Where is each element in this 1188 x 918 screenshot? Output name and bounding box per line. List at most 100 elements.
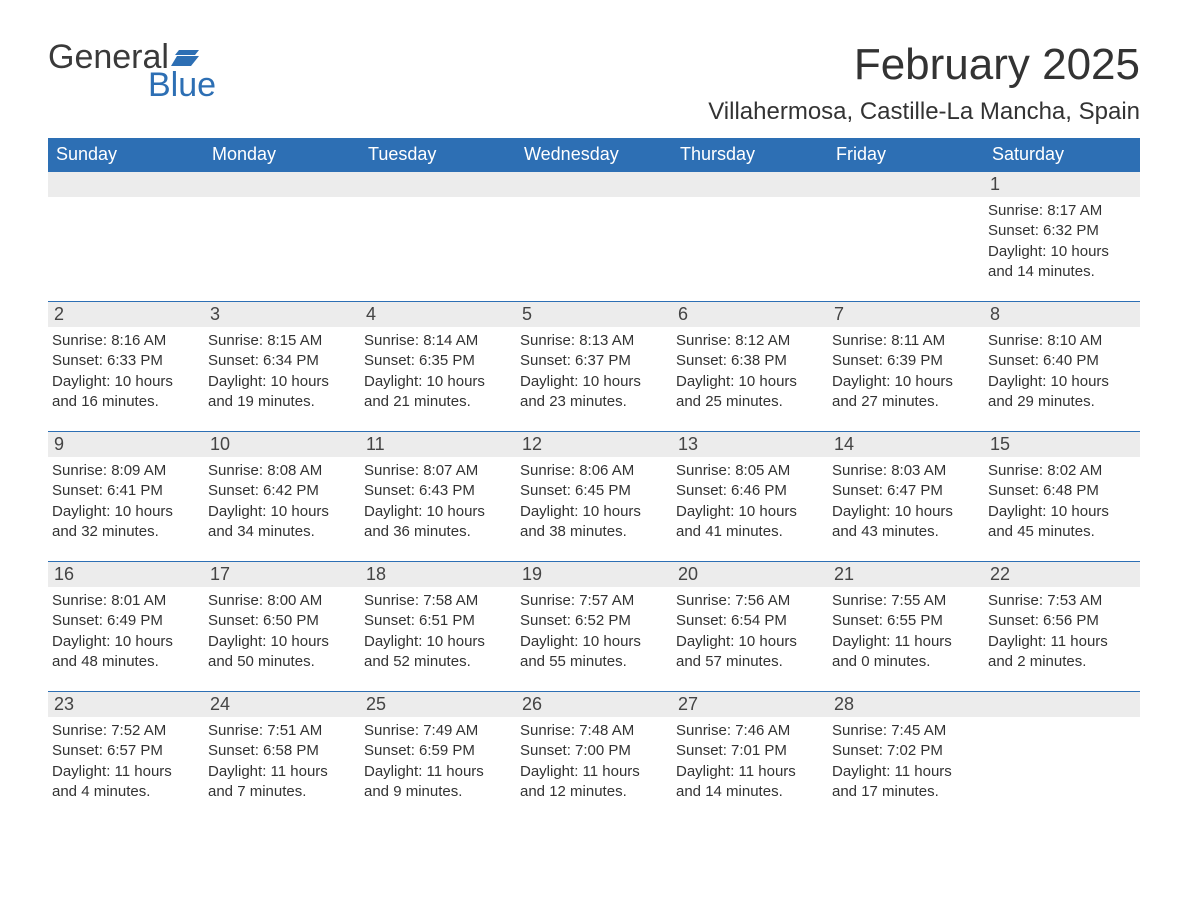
sunrise-text: Sunrise: 8:03 AM	[832, 461, 978, 481]
daylight-text: Daylight: 10 hours	[832, 372, 978, 392]
day-details: Sunrise: 7:52 AMSunset: 6:57 PMDaylight:…	[48, 717, 204, 802]
daylight-text: and 32 minutes.	[52, 522, 198, 542]
calendar-cell	[204, 172, 360, 302]
calendar-cell: 2Sunrise: 8:16 AMSunset: 6:33 PMDaylight…	[48, 302, 204, 432]
daylight-text: and 36 minutes.	[364, 522, 510, 542]
sunset-text: Sunset: 6:55 PM	[832, 611, 978, 631]
sunset-text: Sunset: 6:35 PM	[364, 351, 510, 371]
calendar-cell: 27Sunrise: 7:46 AMSunset: 7:01 PMDayligh…	[672, 692, 828, 822]
sunset-text: Sunset: 6:52 PM	[520, 611, 666, 631]
weekday-header: Wednesday	[516, 138, 672, 172]
day-number: 8	[984, 302, 1140, 327]
day-details: Sunrise: 8:13 AMSunset: 6:37 PMDaylight:…	[516, 327, 672, 412]
day-details: Sunrise: 7:53 AMSunset: 6:56 PMDaylight:…	[984, 587, 1140, 672]
calendar-cell: 28 Sunrise: 7:45 AMSunset: 7:02 PMDayligh…	[828, 692, 984, 822]
calendar-week-row: 23Sunrise: 7:52 AMSunset: 6:57 PMDayligh…	[48, 692, 1140, 822]
sunrise-text: Sunrise: 7:51 AM	[208, 721, 354, 741]
sunset-text: Sunset: 7:00 PM	[520, 741, 666, 761]
daylight-text: Daylight: 11 hours	[832, 762, 978, 782]
day-details: Sunrise: 7:49 AMSunset: 6:59 PMDaylight:…	[360, 717, 516, 802]
daylight-text: and 43 minutes.	[832, 522, 978, 542]
weekday-header: Friday	[828, 138, 984, 172]
day-number: 25	[360, 692, 516, 717]
sunset-text: Sunset: 6:39 PM	[832, 351, 978, 371]
day-number: 5	[516, 302, 672, 327]
calendar-cell: 23Sunrise: 7:52 AMSunset: 6:57 PMDayligh…	[48, 692, 204, 822]
day-details: Sunrise: 7:51 AMSunset: 6:58 PMDaylight:…	[204, 717, 360, 802]
sunset-text: Sunset: 6:45 PM	[520, 481, 666, 501]
daylight-text: and 41 minutes.	[676, 522, 822, 542]
calendar-cell: 18Sunrise: 7:58 AMSunset: 6:51 PMDayligh…	[360, 562, 516, 692]
daylight-text: and 57 minutes.	[676, 652, 822, 672]
sunrise-text: Sunrise: 7:56 AM	[676, 591, 822, 611]
sunrise-text: Sunrise: 8:16 AM	[52, 331, 198, 351]
calendar-week-row: 2Sunrise: 8:16 AMSunset: 6:33 PMDaylight…	[48, 302, 1140, 432]
sunset-text: Sunset: 6:40 PM	[988, 351, 1134, 371]
sunset-text: Sunset: 6:41 PM	[52, 481, 198, 501]
daylight-text: and 17 minutes.	[832, 782, 978, 802]
day-details: Sunrise: 7:46 AMSunset: 7:01 PMDaylight:…	[672, 717, 828, 802]
sunrise-text: Sunrise: 7:52 AM	[52, 721, 198, 741]
sunrise-text: Sunrise: 8:14 AM	[364, 331, 510, 351]
daylight-text: Daylight: 10 hours	[364, 632, 510, 652]
daylight-text: and 34 minutes.	[208, 522, 354, 542]
sunrise-text: Sunrise: 7:55 AM	[832, 591, 978, 611]
daylight-text: Daylight: 10 hours	[676, 372, 822, 392]
daylight-text: Daylight: 10 hours	[364, 372, 510, 392]
day-number: 9	[48, 432, 204, 457]
day-number	[828, 172, 984, 197]
day-number: 24	[204, 692, 360, 717]
daylight-text: and 55 minutes.	[520, 652, 666, 672]
day-number: 16	[48, 562, 204, 587]
day-number: 28	[828, 692, 984, 717]
day-number: 4	[360, 302, 516, 327]
daylight-text: Daylight: 10 hours	[208, 632, 354, 652]
calendar-cell: 19 Sunrise: 7:57 AMSunset: 6:52 PMDayligh…	[516, 562, 672, 692]
sunrise-text: Sunrise: 8:17 AM	[988, 201, 1134, 221]
sunrise-text: Sunrise: 7:46 AM	[676, 721, 822, 741]
calendar-cell: 12Sunrise: 8:06 AMSunset: 6:45 PMDayligh…	[516, 432, 672, 562]
day-number	[516, 172, 672, 197]
sunrise-text: Sunrise: 8:15 AM	[208, 331, 354, 351]
sunrise-text: Sunrise: 7:58 AM	[364, 591, 510, 611]
daylight-text: Daylight: 10 hours	[520, 632, 666, 652]
sunrise-text: Sunrise: 8:12 AM	[676, 331, 822, 351]
day-number: 27	[672, 692, 828, 717]
day-details: Sunrise: 8:02 AMSunset: 6:48 PMDaylight:…	[984, 457, 1140, 542]
sunset-text: Sunset: 6:50 PM	[208, 611, 354, 631]
day-number	[672, 172, 828, 197]
sunset-text: Sunset: 6:57 PM	[52, 741, 198, 761]
day-number	[984, 692, 1140, 717]
daylight-text: and 48 minutes.	[52, 652, 198, 672]
calendar-cell	[984, 692, 1140, 822]
weekday-header: Tuesday	[360, 138, 516, 172]
sunset-text: Sunset: 7:02 PM	[832, 741, 978, 761]
day-details: Sunrise: 8:00 AMSunset: 6:50 PMDaylight:…	[204, 587, 360, 672]
day-number: 19	[516, 562, 672, 587]
calendar-cell: 22Sunrise: 7:53 AMSunset: 6:56 PMDayligh…	[984, 562, 1140, 692]
calendar-cell: 8Sunrise: 8:10 AMSunset: 6:40 PMDaylight…	[984, 302, 1140, 432]
day-number: 17	[204, 562, 360, 587]
sunrise-text: Sunrise: 7:57 AM	[520, 591, 666, 611]
daylight-text: and 27 minutes.	[832, 392, 978, 412]
daylight-text: and 29 minutes.	[988, 392, 1134, 412]
sunset-text: Sunset: 6:49 PM	[52, 611, 198, 631]
day-number: 3	[204, 302, 360, 327]
daylight-text: and 38 minutes.	[520, 522, 666, 542]
day-details: Sunrise: 8:11 AMSunset: 6:39 PMDaylight:…	[828, 327, 984, 412]
calendar-cell: 13Sunrise: 8:05 AMSunset: 6:46 PMDayligh…	[672, 432, 828, 562]
daylight-text: and 4 minutes.	[52, 782, 198, 802]
sunset-text: Sunset: 6:58 PM	[208, 741, 354, 761]
sunset-text: Sunset: 6:38 PM	[676, 351, 822, 371]
calendar-week-row: 1Sunrise: 8:17 AMSunset: 6:32 PMDaylight…	[48, 172, 1140, 302]
sunset-text: Sunset: 6:59 PM	[364, 741, 510, 761]
sunrise-text: Sunrise: 8:08 AM	[208, 461, 354, 481]
sunrise-text: Sunrise: 7:48 AM	[520, 721, 666, 741]
title-block: February 2025 Villahermosa, Castille-La …	[708, 40, 1140, 126]
calendar-cell: 15Sunrise: 8:02 AMSunset: 6:48 PMDayligh…	[984, 432, 1140, 562]
daylight-text: and 50 minutes.	[208, 652, 354, 672]
sunrise-text: Sunrise: 7:45 AM	[832, 721, 978, 741]
sunrise-text: Sunrise: 8:05 AM	[676, 461, 822, 481]
day-number: 2	[48, 302, 204, 327]
sunset-text: Sunset: 6:37 PM	[520, 351, 666, 371]
